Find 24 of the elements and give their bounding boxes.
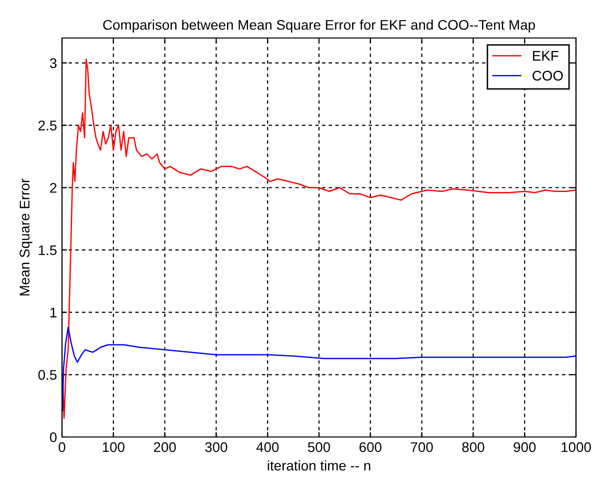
line-series [62, 326, 576, 412]
y-tick-label: 0 [50, 432, 57, 442]
y-tick-label: 3 [50, 58, 57, 68]
y-tick-label: 2 [50, 182, 56, 193]
x-tick-label: 600 [360, 442, 382, 452]
x-tick-label: 500 [308, 442, 330, 452]
y-axis-title: Mean Square Error [20, 178, 32, 296]
x-tick-label: 100 [102, 442, 124, 452]
x-tick-label: 700 [410, 442, 433, 452]
legend-label: EKF [533, 51, 558, 61]
x-axis-title: iteration time -- n [268, 460, 370, 471]
y-tick-label: 0.5 [38, 370, 57, 380]
legend-label: COO [532, 70, 563, 81]
chart-title: Comparison between Mean Square Error for EKF and COO--Tent Map [103, 20, 535, 33]
y-tick-label: 1 [50, 308, 56, 318]
x-tick-label: 1000 [562, 442, 591, 452]
x-tick-label: 0 [58, 442, 66, 452]
y-tick-label: 2.5 [38, 120, 57, 130]
x-tick-label: 300 [205, 442, 228, 452]
x-tick-label: 800 [462, 442, 484, 452]
x-tick-label: 900 [514, 442, 536, 452]
x-tick-label: 200 [154, 442, 176, 452]
x-tick-label: 400 [256, 442, 279, 452]
y-tick-label: 1.5 [38, 245, 57, 256]
